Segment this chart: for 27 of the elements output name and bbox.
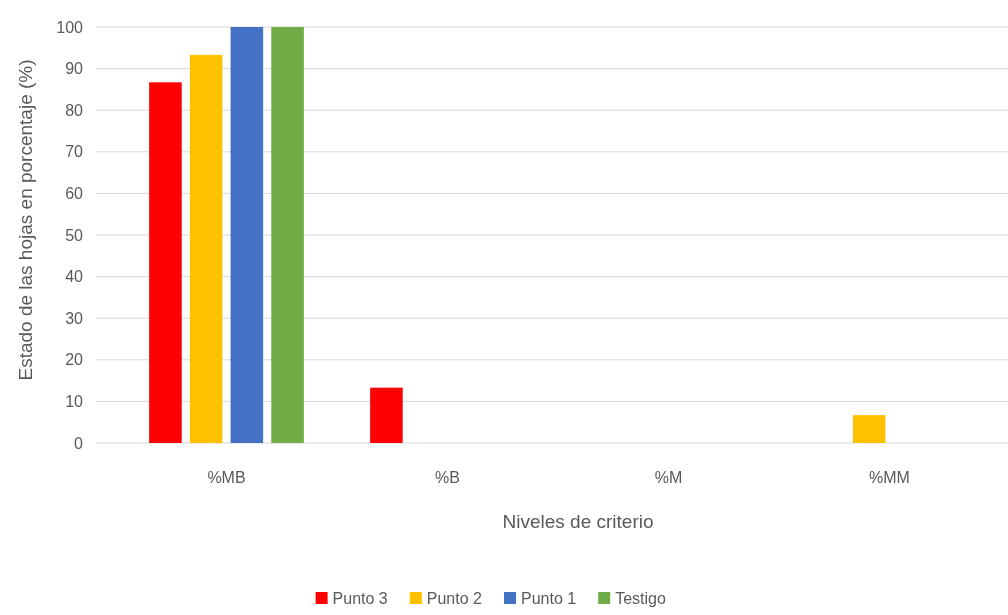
x-tick-label: %MB xyxy=(207,469,246,486)
x-axis-title: Niveles de criterio xyxy=(502,511,654,532)
bar xyxy=(230,27,264,443)
bar xyxy=(852,415,886,443)
y-axis-title: Estado de las hojas en porcentaje (%) xyxy=(15,59,36,381)
bar xyxy=(189,54,223,443)
legend-label: Punto 3 xyxy=(332,589,388,607)
legend-label: Punto 1 xyxy=(521,589,577,607)
y-tick-label: 50 xyxy=(65,226,84,244)
legend-label: Testigo xyxy=(615,589,666,607)
y-tick-label: 80 xyxy=(65,101,84,119)
y-tick-label: 60 xyxy=(65,185,84,202)
legend-label: Punto 2 xyxy=(426,589,483,607)
y-tick-label: 40 xyxy=(65,268,84,286)
bar xyxy=(271,27,304,443)
y-tick-label: 70 xyxy=(65,143,84,161)
x-tick-label: %M xyxy=(654,469,683,486)
y-tick-label: 10 xyxy=(65,393,84,410)
y-tick-label: 100 xyxy=(56,18,84,36)
x-tick-label: %B xyxy=(435,469,460,486)
y-tick-label: 0 xyxy=(74,434,84,452)
y-tick-label: 20 xyxy=(65,351,84,369)
bar xyxy=(149,82,182,443)
y-tick-label: 30 xyxy=(65,309,84,327)
x-tick-label: %MM xyxy=(869,469,910,486)
y-tick-label: 90 xyxy=(65,60,84,78)
bar xyxy=(370,387,403,443)
